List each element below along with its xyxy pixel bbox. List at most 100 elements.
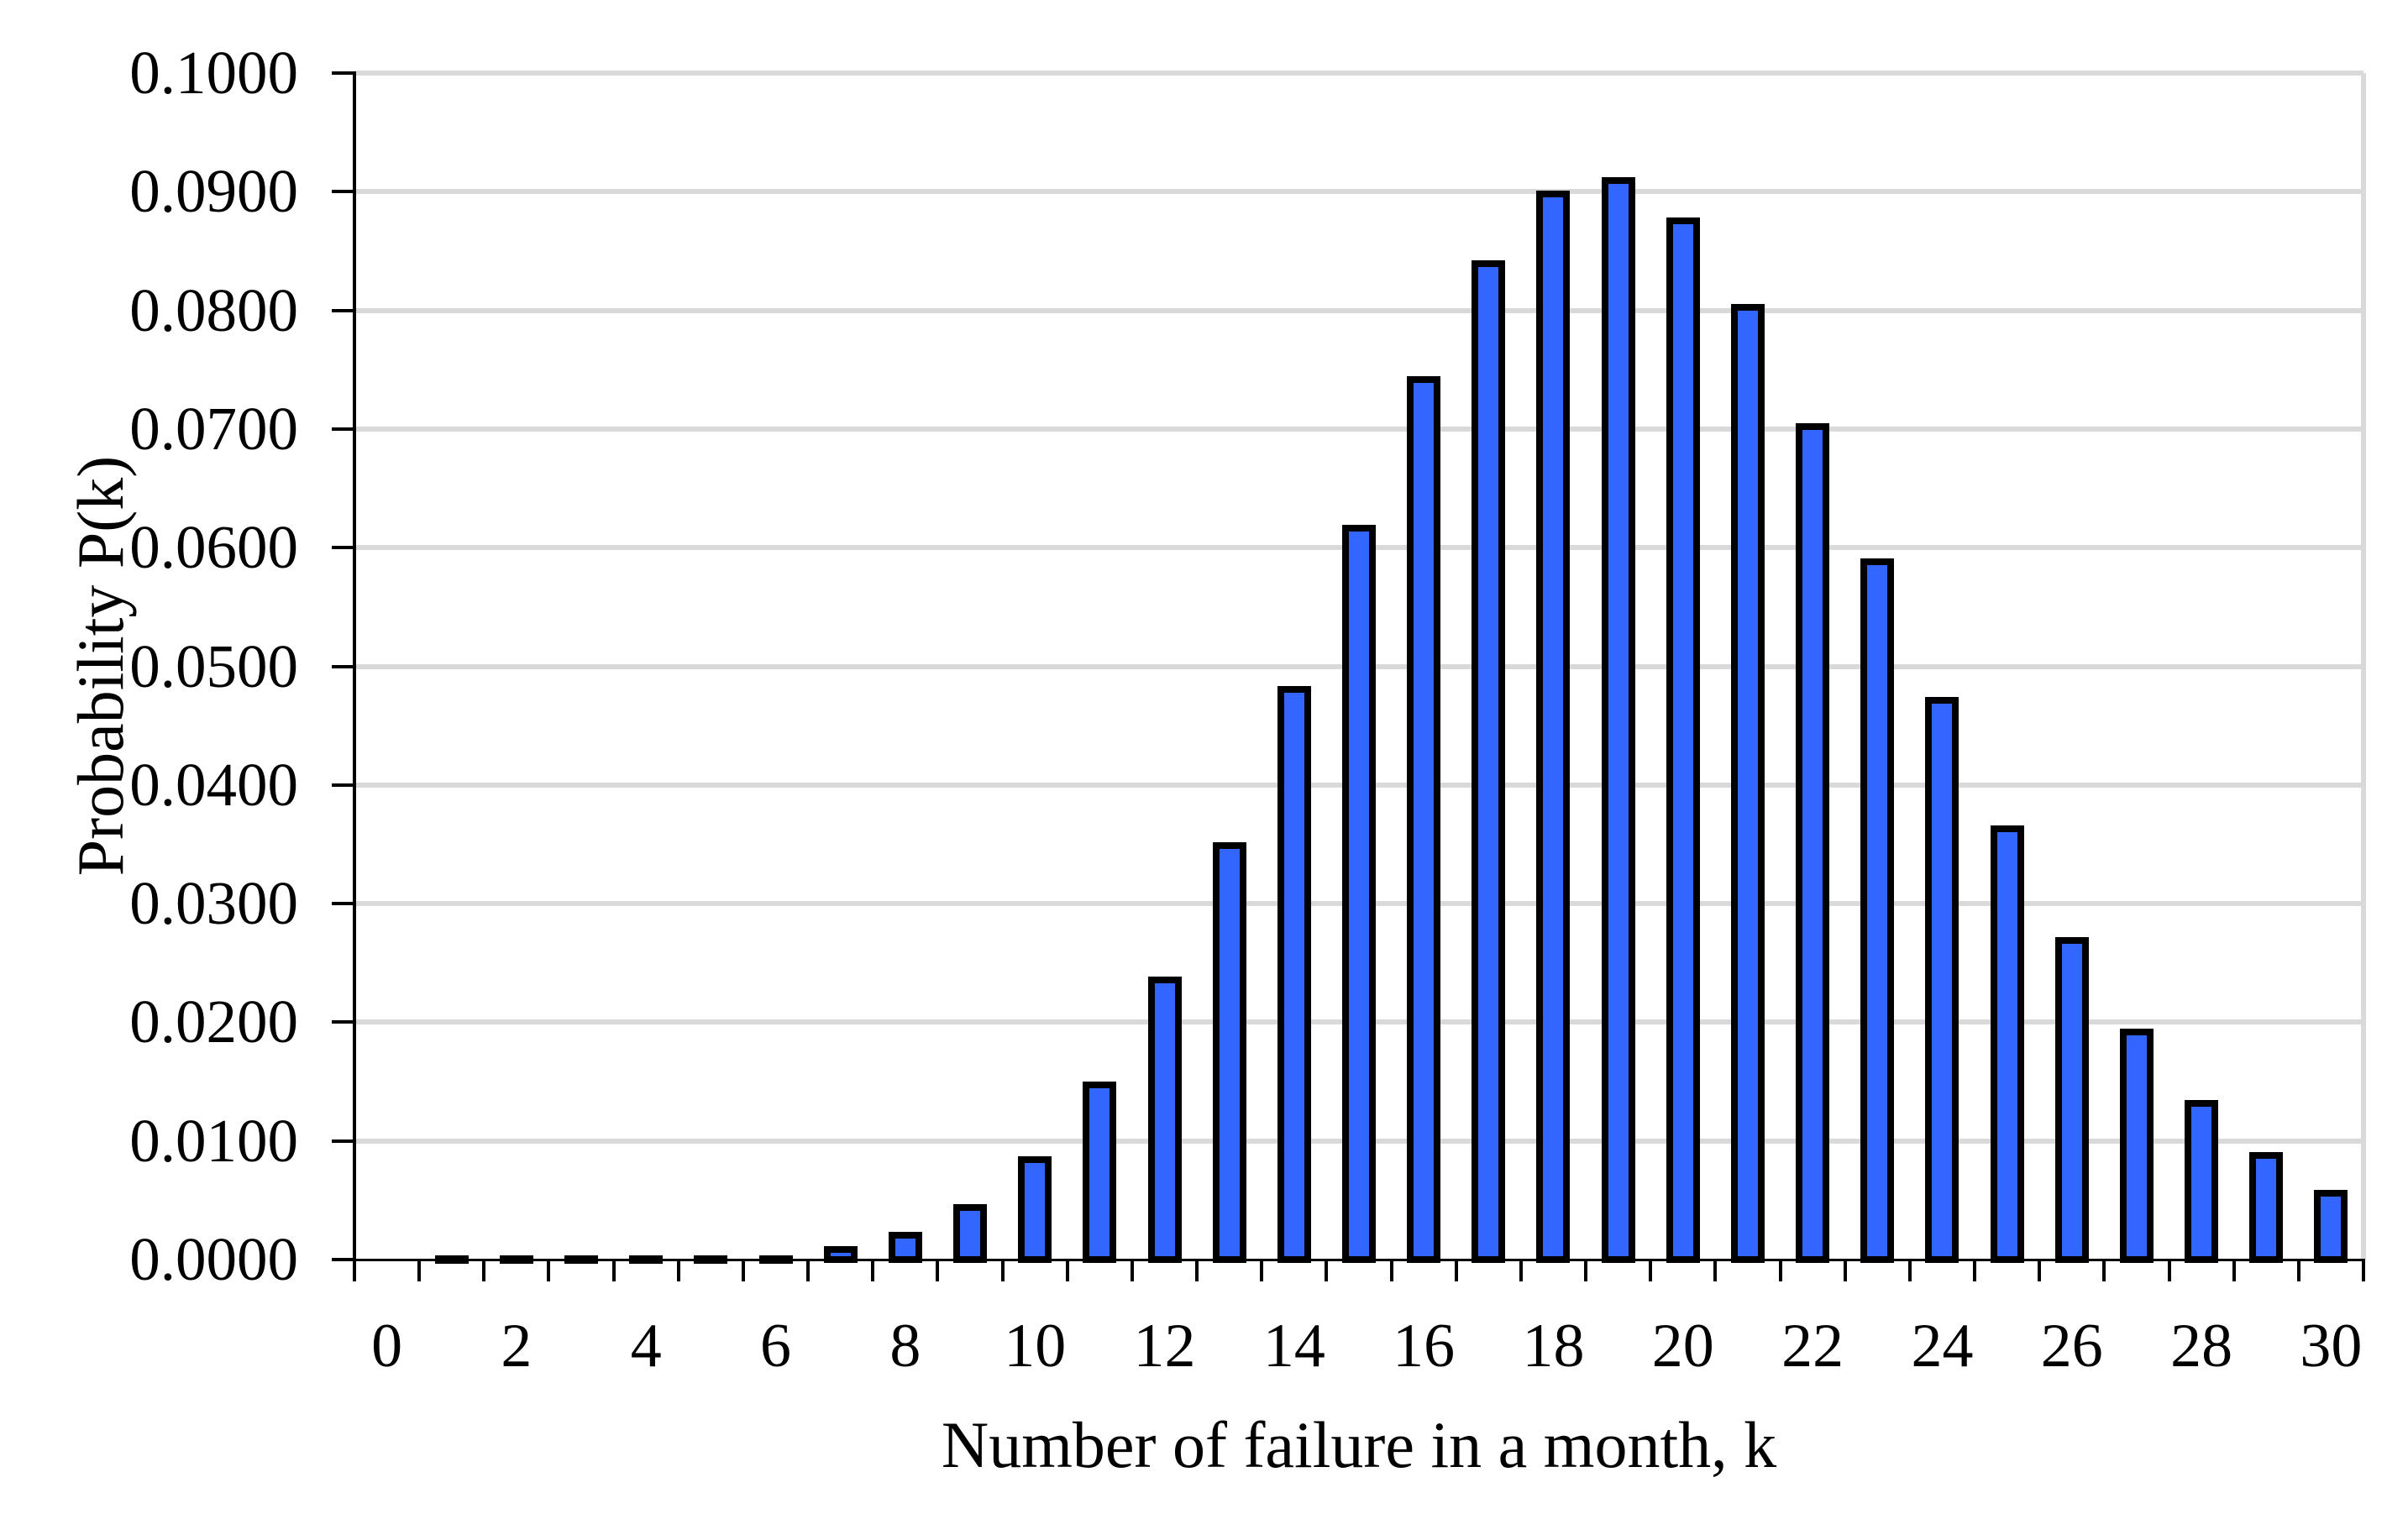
plot-area — [354, 71, 2366, 1264]
x-tick-label: 18 — [1522, 1312, 1585, 1380]
y-tick-label: 0.0700 — [129, 394, 298, 463]
bar-k20 — [1666, 217, 1700, 1263]
x-tick-label: 12 — [1133, 1312, 1196, 1380]
x-tick-label: 24 — [1911, 1312, 1974, 1380]
x-tick — [547, 1260, 551, 1281]
bar-k10 — [1018, 1156, 1052, 1263]
x-tick — [353, 1260, 356, 1281]
y-tick — [332, 190, 355, 194]
x-tick — [2296, 1260, 2300, 1281]
bar-k18 — [1536, 191, 1571, 1263]
x-tick — [676, 1260, 680, 1281]
x-tick — [1389, 1260, 1393, 1281]
x-tick — [2038, 1260, 2042, 1281]
y-tick-label: 0.0600 — [129, 513, 298, 582]
x-tick — [1519, 1260, 1523, 1281]
bar-k16 — [1407, 376, 1441, 1263]
y-tick-label: 0.0500 — [129, 631, 298, 700]
x-axis-title: Number of failure in a month, k — [941, 1408, 1777, 1481]
x-tick — [1973, 1260, 1977, 1281]
x-axis-line — [354, 1259, 2365, 1261]
y-tick — [332, 71, 355, 75]
bar-k25 — [1990, 825, 2024, 1263]
x-tick — [1325, 1260, 1329, 1281]
x-tick — [1130, 1260, 1134, 1281]
gridline — [354, 307, 2363, 313]
x-tick — [2232, 1260, 2236, 1281]
x-tick — [1713, 1260, 1718, 1281]
x-tick — [2362, 1260, 2365, 1281]
y-tick-label: 0.0900 — [129, 157, 298, 226]
x-tick — [2167, 1260, 2171, 1281]
x-tick — [936, 1260, 940, 1281]
x-tick-label: 4 — [630, 1312, 662, 1380]
y-tick-label: 0.0200 — [129, 988, 298, 1056]
x-tick-label: 28 — [2170, 1312, 2233, 1380]
y-tick — [332, 427, 355, 431]
x-tick — [1778, 1260, 1782, 1281]
bar-k12 — [1147, 977, 1182, 1263]
x-tick — [1649, 1260, 1653, 1281]
x-tick — [1454, 1260, 1458, 1281]
bar-k30 — [2314, 1190, 2348, 1263]
y-tick-label: 0.0400 — [129, 750, 298, 819]
x-tick — [1195, 1260, 1199, 1281]
y-tick — [332, 1020, 355, 1024]
bar-k28 — [2185, 1100, 2219, 1263]
y-tick — [332, 783, 355, 787]
bar-k22 — [1796, 423, 1830, 1263]
bar-k29 — [2249, 1152, 2284, 1263]
y-tick-label: 0.1000 — [129, 39, 298, 107]
bar-k11 — [1083, 1082, 1117, 1263]
bar-k9 — [953, 1204, 988, 1263]
x-tick-label: 2 — [501, 1312, 532, 1380]
x-tick-label: 8 — [889, 1312, 921, 1380]
x-tick-label: 6 — [760, 1312, 792, 1380]
y-tick-label: 0.0000 — [129, 1225, 298, 1293]
y-tick-label: 0.0800 — [129, 275, 298, 344]
x-tick — [1584, 1260, 1588, 1281]
y-tick — [332, 1258, 355, 1261]
x-tick-label: 14 — [1262, 1312, 1325, 1380]
x-tick-label: 30 — [2300, 1312, 2363, 1380]
x-tick — [482, 1260, 486, 1281]
y-tick-label: 0.0100 — [129, 1106, 298, 1175]
bar-k27 — [2119, 1029, 2154, 1263]
x-tick-label: 22 — [1781, 1312, 1844, 1380]
y-tick — [332, 902, 355, 906]
bar-k26 — [2054, 937, 2089, 1263]
bar-k13 — [1212, 842, 1246, 1263]
y-tick — [332, 308, 355, 312]
bar-k19 — [1601, 177, 1635, 1263]
x-tick — [806, 1260, 811, 1281]
x-tick-label: 16 — [1393, 1312, 1456, 1380]
bar-k23 — [1860, 558, 1895, 1263]
bar-k24 — [1925, 697, 1959, 1263]
x-tick-label: 0 — [371, 1312, 403, 1380]
x-tick — [871, 1260, 875, 1281]
x-tick-label: 10 — [1004, 1312, 1067, 1380]
y-tick — [332, 1139, 355, 1143]
x-tick — [1000, 1260, 1005, 1281]
bar-k14 — [1277, 686, 1311, 1263]
gridline — [354, 189, 2363, 195]
y-tick — [332, 664, 355, 668]
y-tick-label: 0.0300 — [129, 869, 298, 938]
x-tick — [611, 1260, 616, 1281]
x-tick — [1843, 1260, 1847, 1281]
x-tick-label: 26 — [2040, 1312, 2103, 1380]
x-tick — [2102, 1260, 2106, 1281]
bar-k17 — [1472, 260, 1506, 1263]
bar-k21 — [1730, 304, 1765, 1263]
x-tick-label: 20 — [1651, 1312, 1714, 1380]
x-tick — [417, 1260, 422, 1281]
bar-k15 — [1342, 525, 1376, 1263]
x-tick — [1260, 1260, 1264, 1281]
x-tick — [1065, 1260, 1069, 1281]
plot-right-border — [2361, 73, 2366, 1260]
gridline — [354, 71, 2363, 76]
gridline — [354, 426, 2363, 432]
x-tick — [741, 1260, 745, 1281]
y-tick — [332, 546, 355, 550]
